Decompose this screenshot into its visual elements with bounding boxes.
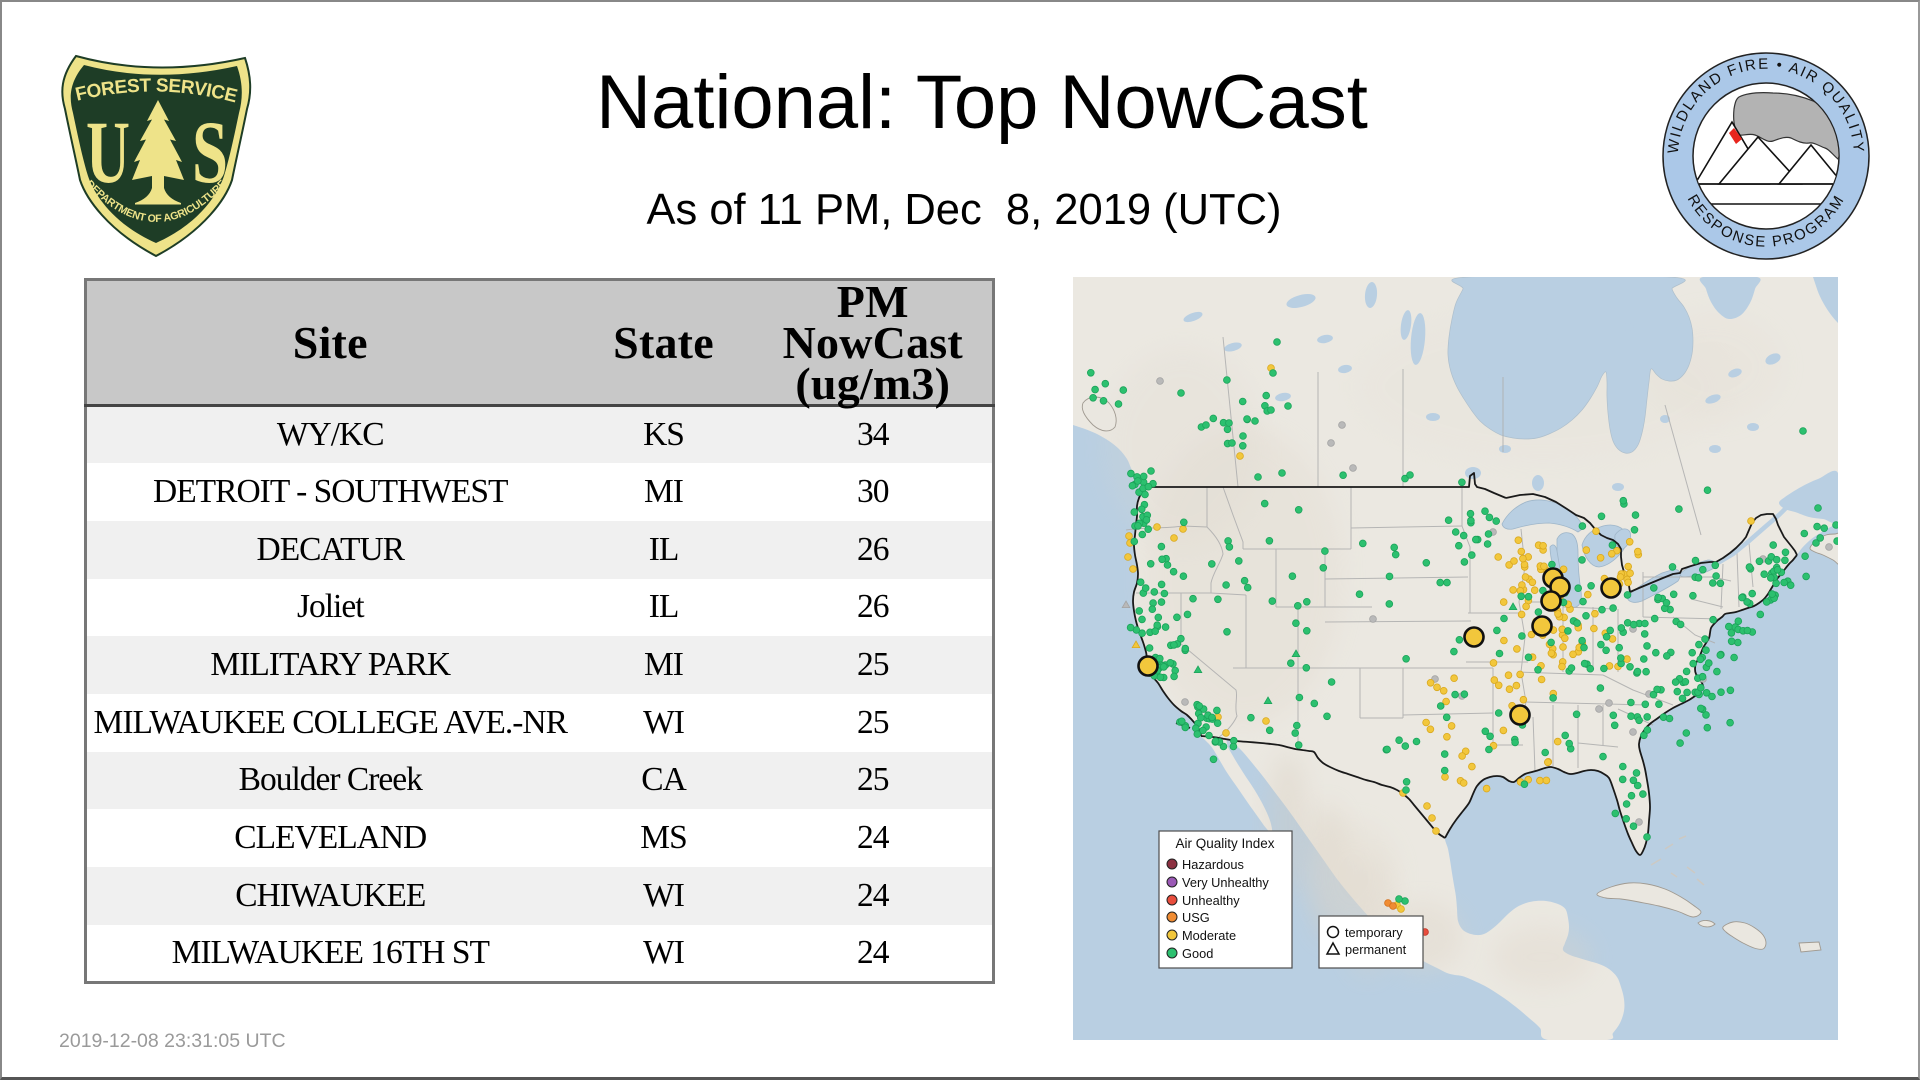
svg-text:permanent: permanent — [1345, 942, 1407, 957]
svg-text:Moderate: Moderate — [1182, 928, 1236, 943]
svg-text:Air Quality Index: Air Quality Index — [1175, 836, 1274, 851]
svg-text:temporary: temporary — [1345, 925, 1403, 940]
svg-text:Unhealthy: Unhealthy — [1182, 893, 1240, 908]
svg-text:USG: USG — [1182, 910, 1210, 925]
svg-text:U: U — [86, 104, 130, 202]
svg-text:Good: Good — [1182, 946, 1213, 961]
svg-text:Very Unhealthy: Very Unhealthy — [1182, 875, 1269, 890]
svg-text:S: S — [192, 103, 228, 201]
svg-text:Hazardous: Hazardous — [1182, 857, 1244, 872]
